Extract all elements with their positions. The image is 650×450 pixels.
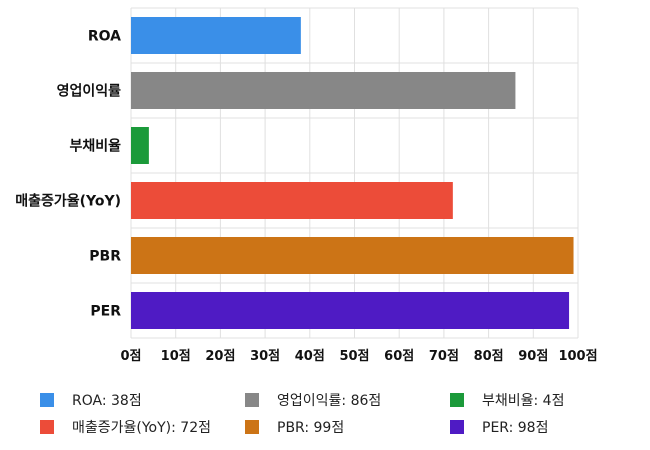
x-tick-label: 0점 [120, 349, 141, 364]
legend-label-per: PER: 98점 [482, 420, 549, 436]
legend-label-pbr: PBR: 99점 [277, 420, 345, 436]
legend-label-sales-growth: 매출증가율(YoY): 72점 [72, 420, 211, 436]
grid-lines [130, 7, 579, 339]
category-label: 부채비율 [69, 138, 121, 155]
x-tick-label: 40점 [295, 349, 325, 364]
legend-label-debt-ratio: 부채비율: 4점 [482, 393, 565, 409]
legend-swatch-sales-growth [40, 420, 54, 434]
category-label: 영업이익률 [57, 83, 122, 100]
bar [131, 237, 574, 274]
x-tick-label: 20점 [205, 349, 235, 364]
bar [131, 127, 149, 164]
legend-label-roa: ROA: 38점 [72, 393, 142, 409]
legend-swatch-per [450, 420, 464, 434]
category-label: PER [90, 304, 121, 320]
bars [131, 17, 574, 329]
bar [131, 182, 453, 219]
category-label: PBR [89, 249, 121, 265]
legend-item-debt-ratio: 부채비율: 4점 [450, 389, 640, 411]
x-tick-label: 70점 [429, 349, 459, 364]
legend-swatch-operating-margin [245, 393, 259, 407]
legend-item-operating-margin: 영업이익률: 86점 [245, 389, 450, 411]
legend-item-per: PER: 98점 [450, 416, 640, 438]
legend-swatch-debt-ratio [450, 393, 464, 407]
x-tick-label: 80점 [474, 349, 504, 364]
tick-labels: 0점 10점 20점 30점 40점 50점 60점 70점 80점 90점 100점 [120, 349, 597, 364]
legend-item-sales-growth: 매출증가율(YoY): 72점 [40, 416, 245, 438]
bar [131, 72, 516, 109]
legend-label-operating-margin: 영업이익률: 86점 [277, 393, 382, 409]
legend-item-pbr: PBR: 99점 [245, 416, 450, 438]
x-tick-label: 60점 [384, 349, 414, 364]
legend-swatch-pbr [245, 420, 259, 434]
legend-item-roa: ROA: 38점 [40, 389, 245, 411]
x-tick-label: 50점 [339, 349, 369, 364]
x-tick-label: 10점 [161, 349, 191, 364]
bar [131, 292, 570, 329]
legend-swatch-roa [40, 393, 54, 407]
x-tick-label: 90점 [518, 349, 548, 364]
x-tick-label: 30점 [250, 349, 280, 364]
category-label: 매출증가율(YoY) [15, 193, 121, 210]
legend: ROA: 38점 영업이익률: 86점 부채비율: 4점 매출증가율(YoY):… [40, 389, 640, 438]
x-tick-label: 100점 [558, 349, 597, 364]
bar [131, 17, 301, 54]
category-label: ROA [88, 29, 121, 45]
